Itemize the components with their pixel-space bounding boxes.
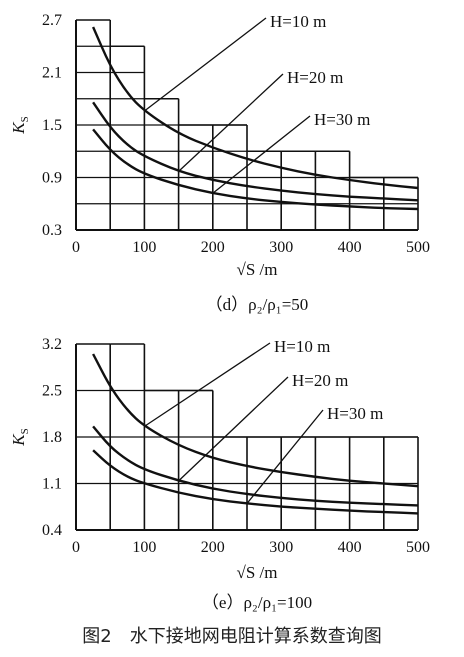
x-tick-label: 100 [132, 239, 156, 256]
panel-caption: （e）ρ₂/ρ₁=100 [202, 593, 312, 612]
series-curve-3 [92, 128, 419, 211]
y-tick-label: 2.7 [42, 12, 62, 29]
annotation-leader [212, 115, 311, 194]
series-annotation: H=20 m [287, 68, 343, 87]
annotation-leader [144, 17, 267, 112]
y-tick-label: 1.8 [42, 429, 62, 446]
annotation-leader [246, 409, 324, 504]
y-tick-label: 0.9 [42, 170, 62, 187]
x-tick-label: 300 [269, 539, 293, 556]
x-tick-label: 500 [406, 239, 430, 256]
y-tick-label: 2.5 [42, 383, 62, 400]
x-tick-label: 500 [406, 539, 430, 556]
chart-panel-d: 0.3 0.9 1.5 2.1 2.7 0 100 200 300 400 500 KS √S /m （d… [9, 12, 430, 314]
y-tick-label: 1.1 [42, 476, 62, 493]
series-annotation: H=30 m [327, 404, 383, 423]
x-tick-label: 0 [72, 539, 80, 556]
y-tick-label: 2.1 [42, 65, 62, 82]
series-annotation: H=30 m [314, 110, 370, 129]
annotation-leader [178, 73, 284, 172]
chart-panel-e: 0.4 1.1 1.8 2.5 3.2 0 100 200 300 400 500 KS √S /m （e… [9, 336, 430, 612]
series-curve-2 [92, 425, 419, 507]
y-tick-label: 0.3 [42, 222, 62, 239]
x-tick-label: 300 [269, 239, 293, 256]
x-tick-label: 100 [132, 539, 156, 556]
figure-caption: 图2 水下接地网电阻计算系数查询图 [82, 626, 382, 647]
x-tick-label: 400 [338, 539, 362, 556]
annotation-leader [178, 376, 289, 482]
y-axis-label: KS [9, 116, 31, 134]
x-tick-label: 400 [338, 239, 362, 256]
y-tick-label: 0.4 [42, 522, 62, 539]
x-tick-label: 0 [72, 239, 80, 256]
series-curve-3 [92, 449, 419, 515]
series-annotation: H=20 m [292, 371, 348, 390]
series-annotation: H=10 m [270, 12, 326, 31]
x-tick-label: 200 [201, 239, 225, 256]
annotation-leader [144, 342, 271, 427]
y-tick-label: 1.5 [42, 117, 62, 134]
x-axis-label: √S /m [237, 260, 278, 279]
series-curve-1 [92, 353, 419, 488]
panel-caption: （d）ρ₂/ρ₁=50 [206, 295, 309, 314]
series-curve-1 [92, 26, 419, 190]
y-tick-label: 3.2 [42, 336, 62, 353]
series-annotation: H=10 m [274, 337, 330, 356]
series-curve-2 [92, 101, 419, 202]
y-axis-label: KS [9, 428, 31, 446]
x-tick-label: 200 [201, 539, 225, 556]
x-axis-label: √S /m [237, 563, 278, 582]
